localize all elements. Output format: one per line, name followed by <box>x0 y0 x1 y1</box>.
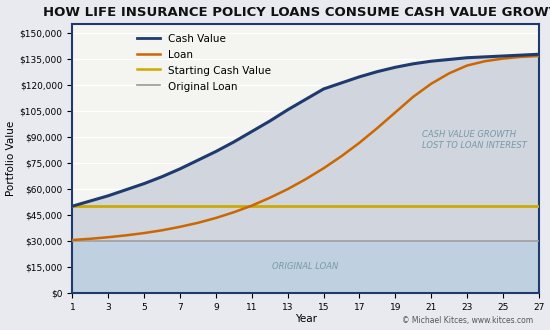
Legend: Cash Value, Loan, Starting Cash Value, Original Loan: Cash Value, Loan, Starting Cash Value, O… <box>133 29 276 96</box>
Text: CASH VALUE GROWTH
LOST TO LOAN INTEREST: CASH VALUE GROWTH LOST TO LOAN INTEREST <box>422 130 527 150</box>
Text: ORIGINAL LOAN: ORIGINAL LOAN <box>272 262 339 271</box>
X-axis label: Year: Year <box>295 314 317 324</box>
Y-axis label: Portfolio Value: Portfolio Value <box>6 121 15 196</box>
Title: HOW LIFE INSURANCE POLICY LOANS CONSUME CASH VALUE GROWTH: HOW LIFE INSURANCE POLICY LOANS CONSUME … <box>43 6 550 18</box>
Text: © Michael Kitces, www.kitces.com: © Michael Kitces, www.kitces.com <box>403 316 534 325</box>
